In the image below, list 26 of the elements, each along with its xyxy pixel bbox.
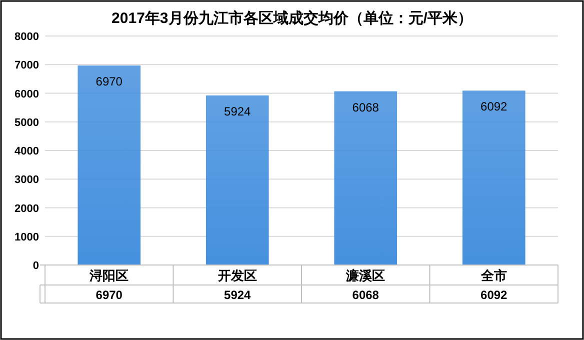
x-tick-label: 濂溪区	[345, 268, 386, 283]
y-tick-label: 5000	[14, 116, 39, 129]
y-tick-label: 4000	[14, 146, 39, 158]
bar	[334, 91, 398, 265]
data-label: 6970	[96, 74, 123, 88]
y-tick-label: 0	[32, 260, 39, 272]
data-label: 5924	[224, 104, 252, 118]
text: 6068	[352, 288, 380, 302]
text: 5924	[224, 288, 252, 302]
chart-title: 2017年3月份九江市各区域成交均价（单位：元/平米）	[112, 9, 472, 27]
x-tick-label: 开发区	[216, 268, 257, 283]
y-tick-label: 3000	[14, 174, 39, 186]
data-label: 6068	[352, 100, 380, 114]
text: 6970	[96, 288, 123, 302]
bar	[78, 65, 141, 265]
x-tick-label: 浔阳区	[88, 268, 129, 283]
x-tick-label: 全市	[480, 268, 507, 283]
y-tick-label: 8000	[14, 31, 39, 43]
y-tick-label: 1000	[14, 231, 39, 244]
text: 6092	[480, 288, 508, 302]
y-tick-label: 2000	[14, 202, 39, 215]
y-tick-label: 7000	[14, 60, 39, 72]
bar	[206, 95, 269, 265]
y-tick-label: 6000	[14, 88, 39, 100]
data-label: 6092	[480, 100, 508, 114]
bar	[462, 90, 526, 265]
